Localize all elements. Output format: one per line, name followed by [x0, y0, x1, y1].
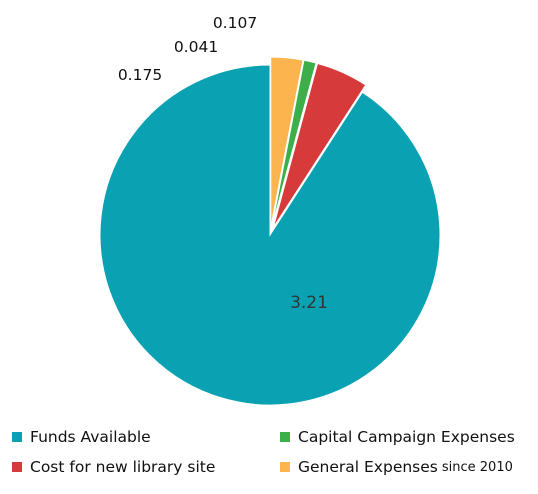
data-label-cost-for-new-library-site: 0.175 [118, 66, 162, 84]
pie-slice-general-expenses [270, 56, 304, 228]
legend-item-general-expenses: General Expenses since 2010 [280, 458, 513, 476]
pie-slice-cost-for-new-library-site [272, 62, 367, 228]
legend-suffix-general-expenses: since 2010 [441, 459, 513, 475]
legend-swatch-funds-available [12, 432, 22, 442]
legend-label-capital-campaign: Capital Campaign Expenses [298, 428, 515, 446]
legend-item-funds-available: Funds Available [12, 428, 151, 446]
pie-slice-capital-campaign-expenses [271, 59, 317, 228]
chart-legend: Funds Available Capital Campaign Expense… [0, 420, 538, 494]
legend-swatch-capital-campaign [280, 432, 290, 442]
data-label-funds-available: 3.21 [290, 293, 328, 313]
data-label-capital-campaign-expenses: 0.041 [174, 38, 218, 56]
legend-label-funds-available: Funds Available [30, 428, 151, 446]
legend-item-library-site: Cost for new library site [12, 458, 215, 476]
data-label-general-expenses: 0.107 [213, 14, 257, 32]
legend-item-capital-campaign: Capital Campaign Expenses [280, 428, 515, 446]
legend-swatch-library-site [12, 462, 22, 472]
pie-slice-funds-available [99, 64, 441, 406]
legend-swatch-general-expenses [280, 462, 290, 472]
legend-label-library-site: Cost for new library site [30, 458, 216, 476]
legend-label-general-expenses: General Expenses [298, 458, 438, 476]
